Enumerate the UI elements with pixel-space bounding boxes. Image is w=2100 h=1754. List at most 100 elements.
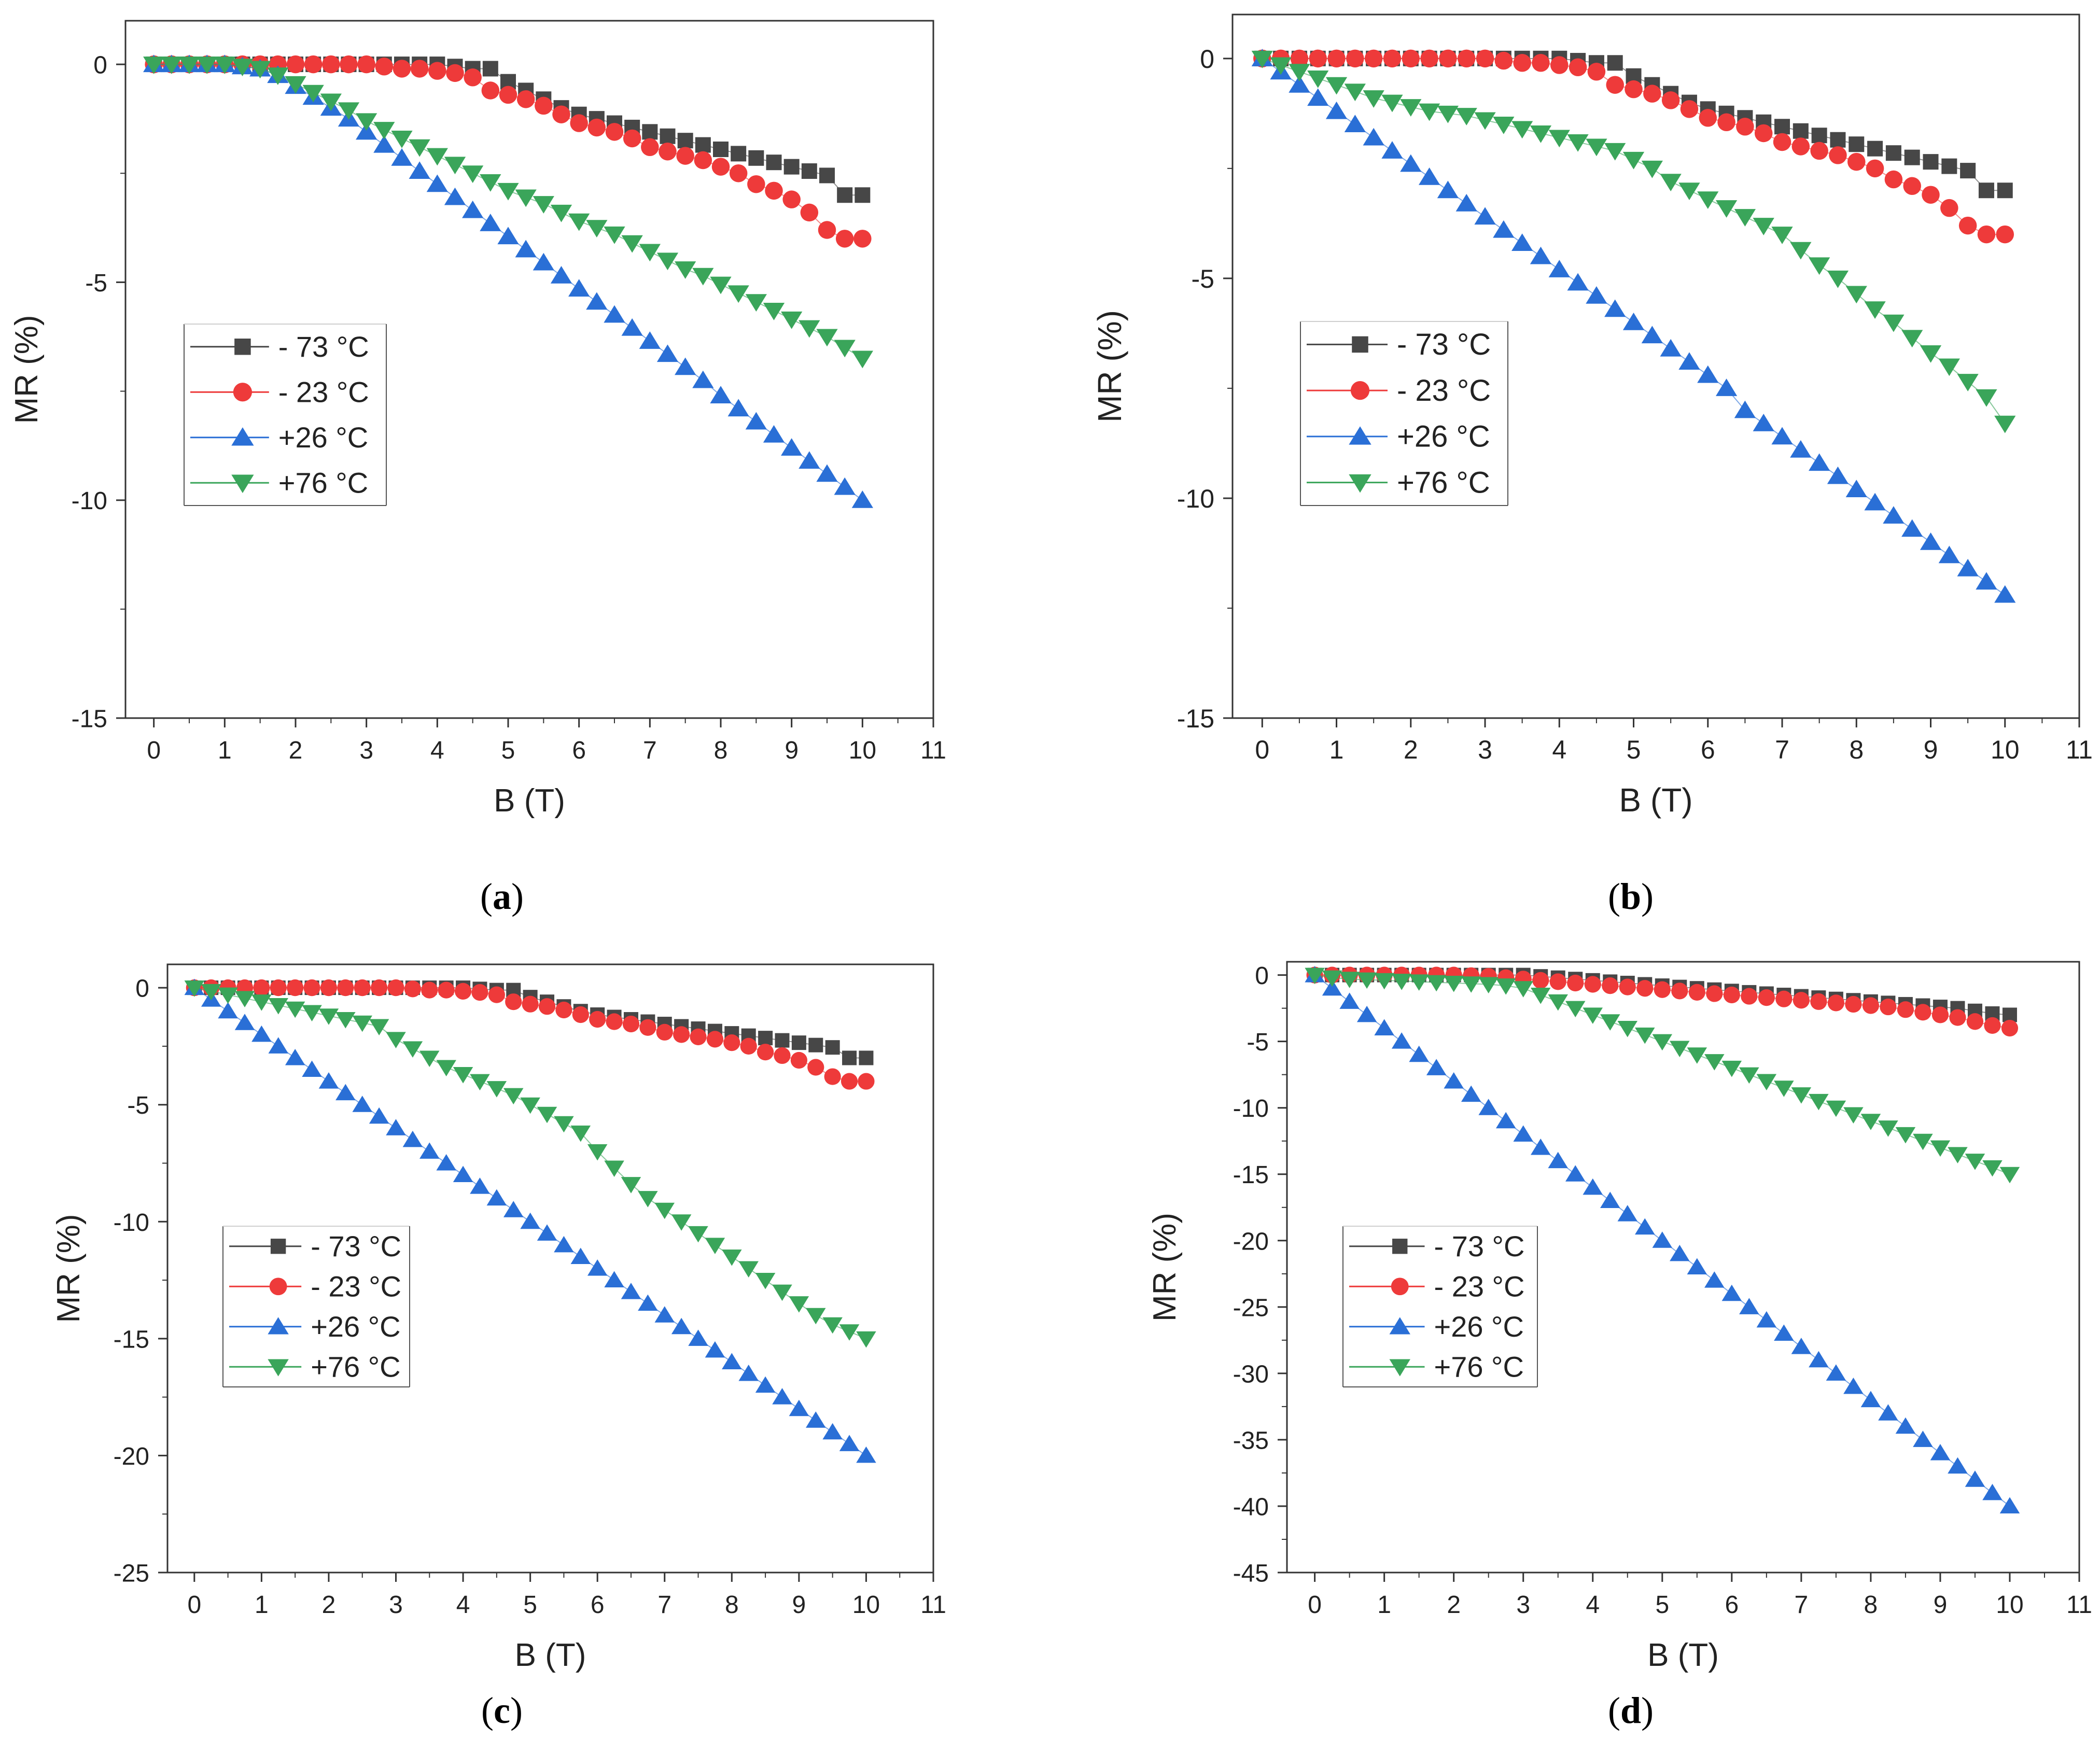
data-point xyxy=(1982,1160,2003,1177)
data-point xyxy=(535,96,553,115)
data-point xyxy=(482,61,498,77)
legend-label: +76 °C xyxy=(1397,466,1490,499)
data-point xyxy=(1901,519,1923,537)
data-point xyxy=(1661,91,1680,109)
data-point xyxy=(318,1072,339,1089)
data-point xyxy=(537,1106,557,1124)
data-point xyxy=(1930,1444,1951,1461)
data-point xyxy=(1809,1351,1829,1368)
y-tick-label: -25 xyxy=(1233,1294,1269,1322)
data-point xyxy=(520,1097,540,1114)
data-point xyxy=(386,1119,406,1135)
x-tick-label: 7 xyxy=(1775,735,1789,764)
data-point xyxy=(766,155,782,171)
caption-b-letter: b xyxy=(1620,876,1642,917)
data-point xyxy=(1982,1483,2003,1500)
series-4 xyxy=(1251,50,2016,433)
data-point xyxy=(819,167,835,184)
data-point xyxy=(1860,1114,1881,1130)
data-point xyxy=(1569,58,1587,77)
data-point xyxy=(462,165,484,183)
y-tick-label: -5 xyxy=(85,270,107,297)
data-point xyxy=(426,174,448,192)
legend-marker xyxy=(1349,474,1371,493)
data-point xyxy=(765,181,783,200)
data-point xyxy=(1587,63,1606,81)
data-point xyxy=(234,1014,255,1030)
data-point xyxy=(1811,128,1827,144)
data-point xyxy=(851,350,873,369)
legend-marker xyxy=(1389,1359,1410,1377)
data-point xyxy=(835,230,854,248)
data-point xyxy=(1753,218,1774,235)
data-point xyxy=(1586,286,1607,304)
data-point xyxy=(533,252,554,271)
data-point xyxy=(1897,1001,1914,1018)
data-point xyxy=(587,1144,608,1161)
x-tick-label: 11 xyxy=(2066,735,2093,764)
data-point xyxy=(623,129,641,148)
data-point xyxy=(453,1067,473,1084)
data-point xyxy=(570,114,588,132)
data-point xyxy=(621,318,643,336)
data-point xyxy=(1437,180,1459,199)
data-point xyxy=(1997,183,2013,199)
caption-d-letter: d xyxy=(1620,1690,1642,1731)
y-tick-label: -15 xyxy=(72,706,107,733)
data-point xyxy=(1895,1127,1916,1144)
data-point xyxy=(196,57,218,74)
y-axis: 0 -5 -10 -15 -20 -25 MR (%) xyxy=(51,975,167,1588)
x-tick-label: 6 xyxy=(1725,1591,1739,1619)
data-point xyxy=(1474,207,1496,225)
data-point xyxy=(1843,1377,1864,1394)
legend: - 73 °C - 23 °C +26 °C +76 °C xyxy=(1300,321,1508,506)
data-point xyxy=(1994,415,2016,433)
data-point xyxy=(1734,400,1756,418)
data-point xyxy=(839,1324,860,1341)
data-point xyxy=(654,1306,675,1323)
data-point xyxy=(178,57,200,74)
x-tick-label: 11 xyxy=(920,737,946,764)
data-point xyxy=(688,1329,708,1346)
legend-marker xyxy=(268,1359,289,1377)
data-point xyxy=(1847,152,1866,171)
data-point xyxy=(758,1031,773,1046)
data-point xyxy=(748,150,764,166)
data-point xyxy=(386,1032,406,1048)
data-point xyxy=(587,1259,608,1276)
data-point xyxy=(1791,137,1810,156)
data-point xyxy=(673,1026,690,1043)
data-point xyxy=(1600,1191,1620,1208)
data-point xyxy=(1444,975,1464,992)
data-point xyxy=(808,1037,823,1053)
data-point xyxy=(550,266,572,284)
data-point xyxy=(705,1341,725,1358)
legend-label: +76 °C xyxy=(278,466,368,499)
data-point xyxy=(1530,125,1552,143)
data-point xyxy=(1938,358,1960,376)
x-tick-label: 4 xyxy=(1586,1591,1600,1619)
data-point xyxy=(675,357,696,375)
legend-label: - 23 °C xyxy=(1434,1270,1525,1302)
data-point xyxy=(409,161,430,179)
data-point xyxy=(446,64,464,82)
data-point xyxy=(267,67,289,85)
data-point xyxy=(851,490,873,508)
data-point xyxy=(1636,980,1654,997)
legend-marker xyxy=(231,427,254,446)
data-point xyxy=(859,1050,874,1065)
series-2 xyxy=(186,979,875,1090)
legend-label: +26 °C xyxy=(1434,1310,1524,1343)
data-point xyxy=(1721,1060,1742,1077)
data-point xyxy=(1756,1311,1777,1328)
x-tick-label: 10 xyxy=(1991,735,2020,764)
data-point xyxy=(1996,225,2014,244)
y-tick-label: -5 xyxy=(1192,264,1214,293)
data-point xyxy=(1775,990,1793,1007)
data-point xyxy=(214,57,235,74)
data-point xyxy=(387,979,404,997)
data-point xyxy=(1773,133,1791,151)
data-point xyxy=(1697,191,1719,209)
y-tick-label: -10 xyxy=(1233,1095,1269,1122)
data-point xyxy=(1810,142,1828,160)
